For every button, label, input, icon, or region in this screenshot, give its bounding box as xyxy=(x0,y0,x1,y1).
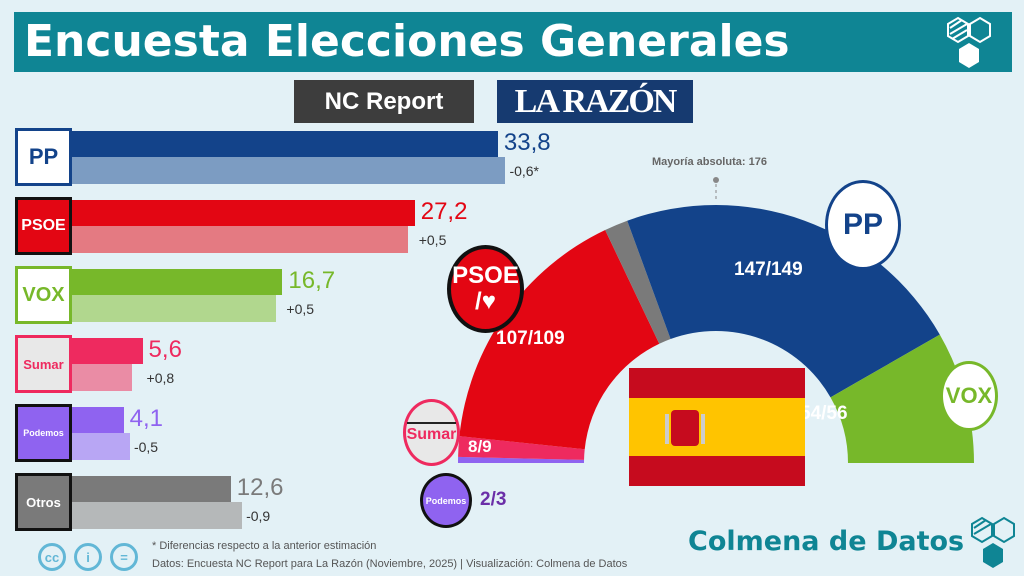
seat-arc-podemos xyxy=(458,456,585,463)
prev-bar-otros xyxy=(72,502,243,529)
bar-vox xyxy=(72,269,283,295)
diff-label-otros: -0,9 xyxy=(246,508,271,524)
cc-icon: cc xyxy=(38,543,66,571)
pollster-label: NC Report xyxy=(294,80,474,123)
diff-label-vox: +0,5 xyxy=(286,301,315,317)
source-text: Datos: Encuesta NC Report para La Razón … xyxy=(152,558,628,570)
seat-arc-psoe xyxy=(459,230,660,450)
majority-label: Mayoría absoluta: 176 xyxy=(652,156,767,168)
value-label-podemos: 4,1 xyxy=(129,405,164,432)
bar-sumar xyxy=(72,338,143,364)
hexagon-brand-icon xyxy=(971,516,1015,568)
brand-name: Colmena de Datos xyxy=(688,526,965,557)
footnote: * Diferencias respecto a la anterior est… xyxy=(152,540,377,552)
value-label-sumar: 5,6 xyxy=(148,336,182,363)
value-label-pp: 33,8 xyxy=(503,129,551,156)
spain-flag xyxy=(629,368,805,486)
seats-podemos: 2/3 xyxy=(480,489,507,510)
bar-podemos xyxy=(72,407,124,433)
logo-otros: Otros xyxy=(15,473,72,531)
prev-bar-vox xyxy=(72,295,277,322)
diff-label-pp: -0,6* xyxy=(509,163,540,179)
coat-of-arms-icon xyxy=(671,410,699,446)
logo-pp: PP xyxy=(15,128,72,186)
attribution-icon: i xyxy=(74,543,102,571)
license-icons: cc i = xyxy=(38,543,138,571)
page-title: Encuesta Elecciones Generales xyxy=(24,16,790,67)
media-logo: LA RAZÓN xyxy=(497,80,693,123)
diff-label-sumar: +0,8 xyxy=(146,370,175,386)
prev-bar-psoe xyxy=(72,226,409,253)
seat-arc-otros xyxy=(605,220,671,344)
title-bar: Encuesta Elecciones Generales xyxy=(14,12,1012,72)
logo-vox: VOX xyxy=(15,266,72,324)
diff-label-podemos: -0,5 xyxy=(133,439,159,455)
seats-pp: 147/149 xyxy=(734,259,803,280)
majority-marker-dot xyxy=(713,177,719,183)
psoe-circle-logo: PSOE/♥ xyxy=(447,245,524,333)
diff-label-psoe: +0,5 xyxy=(418,232,447,248)
seats-psoe: 107/109 xyxy=(496,328,565,349)
logo-sumar: Sumar xyxy=(15,335,72,393)
seats-vox: 54/56 xyxy=(800,403,848,424)
hexagon-logo-icon xyxy=(947,16,991,68)
value-label-psoe: 27,2 xyxy=(420,198,468,225)
seat-arc-vox xyxy=(830,334,974,463)
seat-arc-sumar xyxy=(458,436,585,460)
no-derivatives-icon: = xyxy=(110,543,138,571)
bar-psoe xyxy=(72,200,415,226)
prev-bar-sumar xyxy=(72,364,133,391)
bar-pp xyxy=(72,131,498,157)
podemos-circle-logo: Podemos xyxy=(420,473,472,528)
prev-bar-pp xyxy=(72,157,506,184)
sumar-circle-logo: Sumar xyxy=(403,399,460,466)
value-label-vox: 16,7 xyxy=(288,267,336,294)
logo-psoe: PSOE xyxy=(15,197,72,255)
vox-circle-logo: VOX xyxy=(940,361,998,431)
logo-podemos: Podemos xyxy=(15,404,72,462)
value-label-otros: 12,6 xyxy=(236,474,284,501)
seats-sumar: 8/9 xyxy=(468,437,492,456)
pp-circle-logo: PP xyxy=(825,180,901,270)
prev-bar-podemos xyxy=(72,433,130,460)
bar-otros xyxy=(72,476,231,502)
